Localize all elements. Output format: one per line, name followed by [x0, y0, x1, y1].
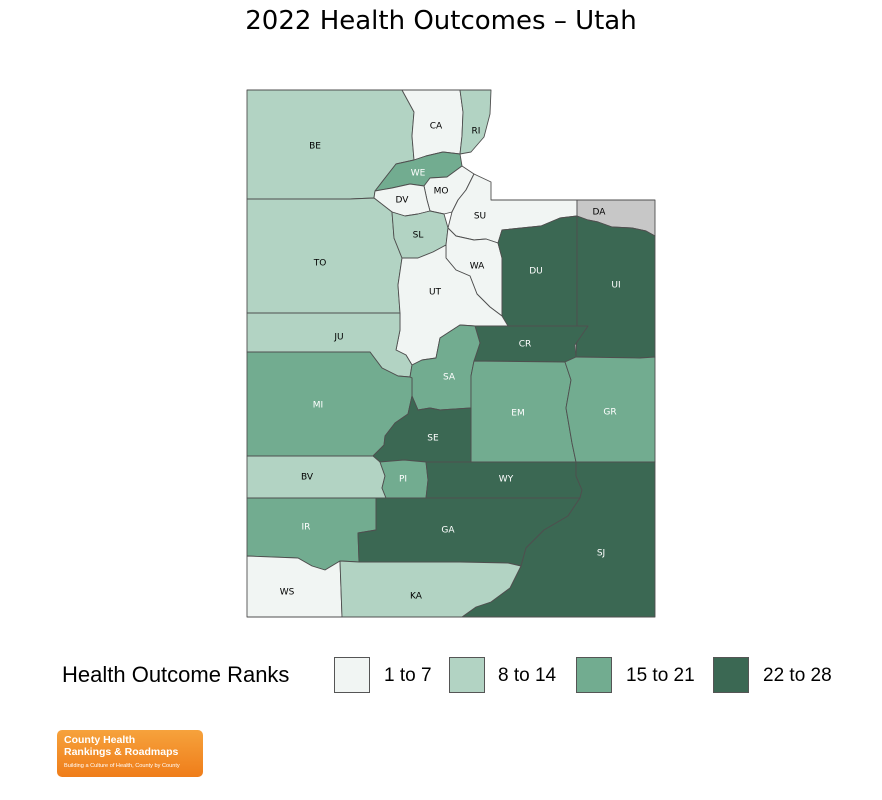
county-label-ri: RI — [472, 127, 481, 137]
county-label-be: BE — [309, 142, 321, 152]
legend-swatch-1-to-7 — [334, 657, 370, 693]
logo-line-2: Rankings & Roadmaps — [64, 746, 179, 758]
county-label-ui: UI — [611, 281, 620, 291]
county-label-to: TO — [313, 259, 327, 269]
logo-tagline: Building a Culture of Health, County by … — [64, 763, 180, 769]
county-label-da: DA — [593, 208, 607, 218]
county-label-dv: DV — [396, 196, 410, 206]
county-label-mo: MO — [434, 187, 449, 197]
county-label-em: EM — [511, 409, 524, 419]
county-ri — [459, 89, 492, 155]
county-label-gr: GR — [603, 408, 616, 418]
utah-county-map: BE CA RI WE MO DV SU DA TO SL WA DU UI UT JU CR SA MI EM GR… — [246, 89, 656, 618]
county-label-se: SE — [427, 434, 439, 444]
county-label-wa: WA — [470, 262, 485, 272]
county-label-su: SU — [474, 212, 486, 222]
county-label-pi: PI — [399, 475, 407, 485]
county-label-we: WE — [411, 169, 426, 179]
county-to — [246, 197, 403, 314]
county-label-du: DU — [529, 267, 543, 277]
county-label-ga: GA — [441, 526, 455, 536]
logo-line-1: County Health — [64, 734, 136, 746]
county-label-ju: JU — [333, 333, 343, 343]
legend-label-15-to-21: 15 to 21 — [626, 665, 695, 686]
county-label-wy: WY — [499, 475, 514, 485]
county-bv — [246, 455, 387, 499]
county-label-ut: UT — [429, 288, 442, 298]
county-ui — [575, 215, 656, 359]
county-ka — [339, 560, 522, 618]
county-label-mi: MI — [313, 401, 323, 411]
county-label-ca: CA — [430, 122, 443, 132]
county-label-sl: SL — [413, 231, 424, 241]
county-label-sa: SA — [443, 373, 456, 383]
legend-swatch-22-to-28 — [713, 657, 749, 693]
county-label-bv: BV — [301, 473, 314, 483]
map-title: 2022 Health Outcomes – Utah — [245, 6, 637, 36]
legend-label-1-to-7: 1 to 7 — [384, 665, 432, 686]
county-label-ka: KA — [410, 592, 423, 602]
county-label-cr: CR — [519, 340, 532, 350]
county-ws — [246, 555, 343, 618]
county-label-ir: IR — [302, 523, 311, 533]
legend-title: Health Outcome Ranks — [62, 662, 290, 687]
county-label-ws: WS — [280, 588, 295, 598]
legend-swatch-8-to-14 — [449, 657, 485, 693]
legend-label-8-to-14: 8 to 14 — [498, 665, 557, 686]
legend-label-22-to-28: 22 to 28 — [763, 665, 832, 686]
county-label-sj: SJ — [597, 549, 605, 559]
legend-swatch-15-to-21 — [576, 657, 612, 693]
county-health-rankings-logo: County Health Rankings & Roadmaps Buildi… — [57, 730, 203, 777]
